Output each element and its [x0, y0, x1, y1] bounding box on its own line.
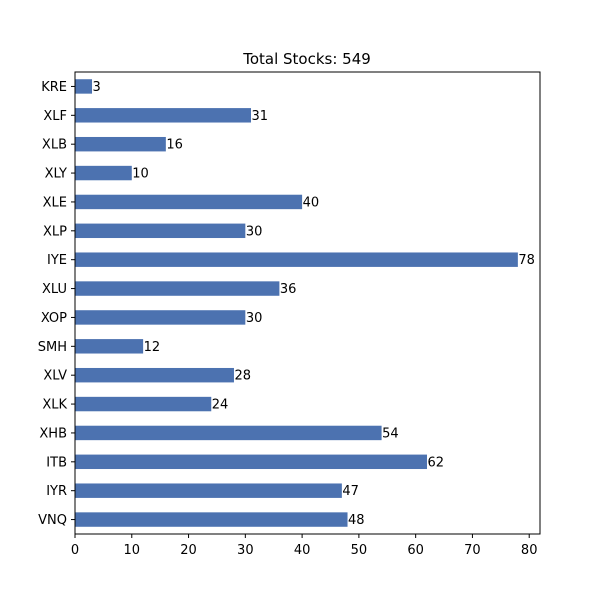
value-label-iye: 78: [518, 253, 535, 268]
bar-xlk: [75, 396, 212, 412]
y-axis: KRE XLF XLB XLY XLE XLP IYE XLU XOP SMH XLV XLK XHB I…: [38, 80, 75, 528]
y-tick-label-xly: XLY: [45, 167, 67, 182]
y-tick-label-xop: XOP: [41, 311, 67, 326]
y-tick-label-kre: KRE: [41, 80, 67, 95]
y-tick-label-xlp: XLP: [43, 224, 67, 239]
bar-xlp: [75, 223, 246, 239]
y-tick-label-smh: SMH: [38, 340, 67, 355]
bar-smh: [75, 339, 144, 354]
y-tick-label-xlf: XLF: [43, 109, 67, 124]
bar-vnq: [75, 512, 348, 527]
x-tick-label-60: 60: [407, 543, 424, 558]
plot-frame: [74, 71, 541, 535]
bar-iye: [75, 252, 518, 267]
bar-xly: [75, 165, 132, 181]
value-label-iyr: 47: [342, 484, 359, 499]
x-tick-label-40: 40: [294, 543, 311, 558]
y-tick-label-xhb: XHB: [39, 426, 67, 441]
value-label-xlk: 24: [212, 398, 229, 413]
value-label-itb: 62: [428, 455, 445, 470]
y-tick-label-itb: ITB: [46, 455, 67, 470]
value-label-smh: 12: [144, 340, 161, 355]
value-label-xlp: 30: [246, 224, 263, 239]
y-tick-label-xlu: XLU: [42, 282, 67, 297]
y-tick-label-xlv: XLV: [43, 369, 67, 384]
value-label-kre: 3: [93, 80, 101, 95]
bar-kre: [75, 79, 93, 94]
chart-title: Total Stocks: 549: [242, 50, 371, 68]
bar-iyr: [75, 483, 342, 498]
y-tick-label-vnq: VNQ: [38, 513, 67, 528]
bar-xop: [75, 310, 246, 325]
x-tick-label-30: 30: [237, 543, 254, 558]
value-label-xlv: 28: [234, 369, 251, 384]
value-labels-layer: 3 31 16 10 40 30 78 36 30 12 28 24 54 62 47 48: [93, 80, 535, 528]
x-tick-label-10: 10: [124, 543, 141, 558]
x-tick-label-80: 80: [521, 543, 538, 558]
value-label-xlu: 36: [280, 282, 297, 297]
value-label-xly: 10: [132, 167, 149, 182]
y-tick-label-iye: IYE: [47, 253, 67, 268]
bar-xlb: [75, 136, 166, 152]
x-tick-label-50: 50: [351, 543, 368, 558]
bar-xlv: [75, 367, 234, 383]
x-axis: 0 10 20 30 40 50 60 70 80: [71, 534, 538, 558]
value-label-xlb: 16: [166, 138, 183, 153]
bars-layer: [75, 79, 518, 527]
bar-xhb: [75, 425, 382, 441]
bar-itb: [75, 454, 428, 470]
x-tick-label-0: 0: [71, 543, 79, 558]
bar-xlf: [75, 108, 252, 123]
value-label-xhb: 54: [382, 426, 399, 441]
y-tick-label-xlb: XLB: [42, 138, 67, 153]
y-tick-label-iyr: IYR: [46, 484, 67, 499]
bar-xlu: [75, 281, 280, 296]
value-label-vnq: 48: [348, 513, 365, 528]
x-tick-label-70: 70: [464, 543, 481, 558]
value-label-xlf: 31: [252, 109, 269, 124]
value-label-xop: 30: [246, 311, 263, 326]
x-tick-label-20: 20: [180, 543, 197, 558]
bar-xle: [75, 194, 303, 210]
y-tick-label-xlk: XLK: [42, 398, 67, 413]
y-tick-label-xle: XLE: [43, 195, 67, 210]
value-label-xle: 40: [303, 195, 320, 210]
